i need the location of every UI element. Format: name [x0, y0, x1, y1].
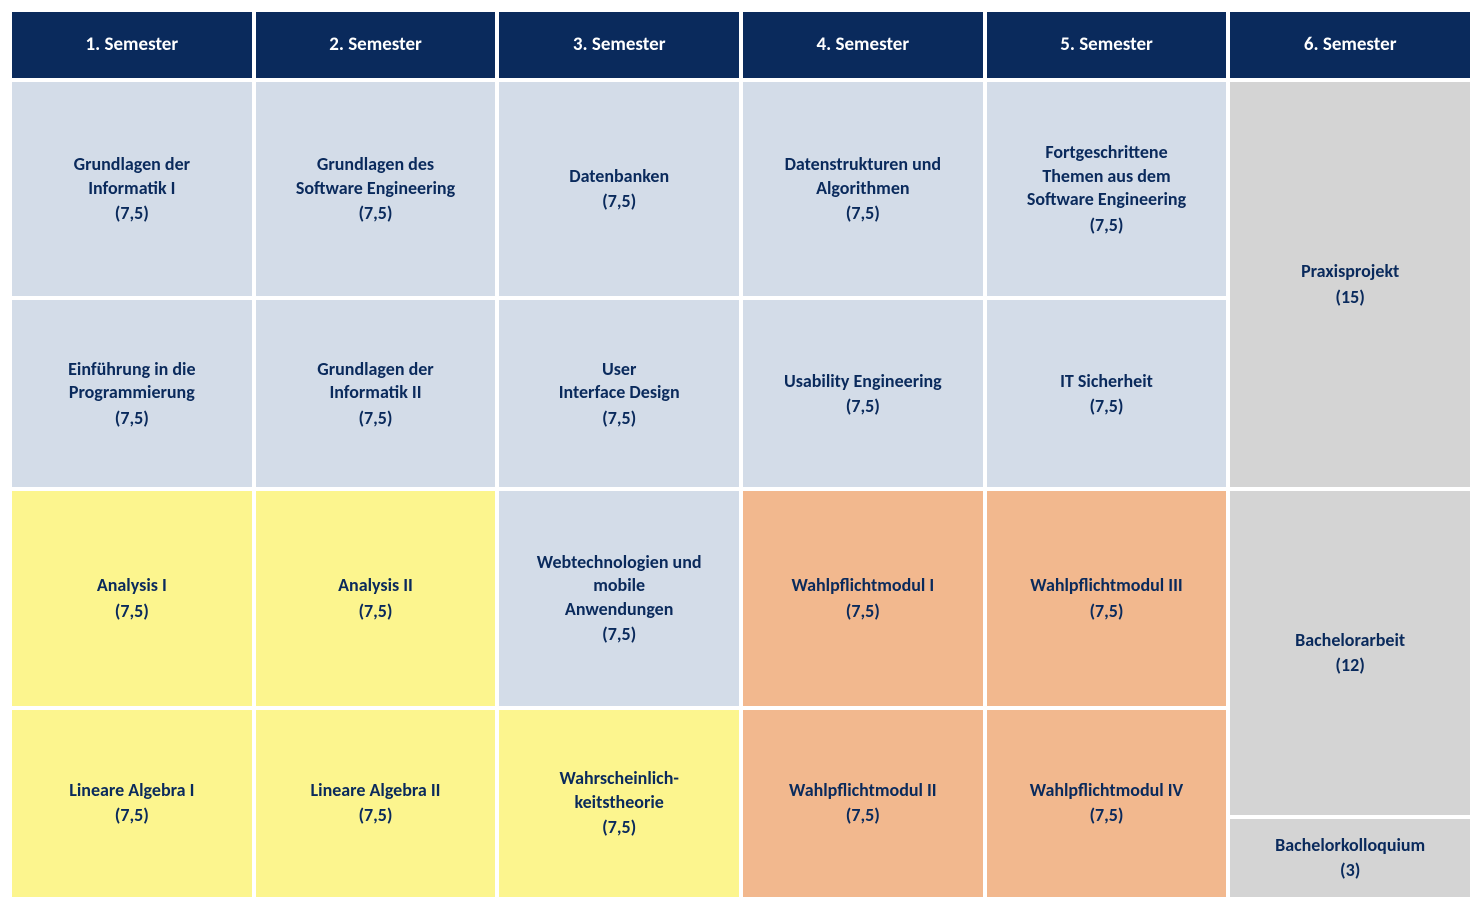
- module-title: Wahlpflichtmodul III: [1030, 574, 1182, 597]
- module-title: Praxisprojekt: [1301, 260, 1399, 283]
- semester-header-1: 1. Semester: [12, 12, 252, 78]
- module-s5-r2: IT Sicherheit(7,5): [987, 300, 1227, 487]
- semester-header-label: 2. Semester: [329, 33, 422, 58]
- module-s2-r2: Grundlagen der Informatik II(7,5): [256, 300, 496, 487]
- module-title: User Interface Design: [559, 358, 680, 405]
- module-credits: (7,5): [602, 190, 636, 213]
- module-credits: (7,5): [602, 407, 636, 430]
- module-credits: (7,5): [1089, 600, 1123, 623]
- module-credits: (7,5): [115, 600, 149, 623]
- semester-header-4: 4. Semester: [743, 12, 983, 78]
- module-s1-r2: Einführung in die Programmierung(7,5): [12, 300, 252, 487]
- module-credits: (7,5): [602, 623, 636, 646]
- module-s3-r1: Datenbanken(7,5): [499, 82, 739, 296]
- module-credits: (3): [1340, 859, 1360, 882]
- module-credits: (7,5): [358, 600, 392, 623]
- module-s6-2: Bachelorarbeit(12): [1230, 491, 1470, 815]
- semester-header-label: 4. Semester: [817, 33, 910, 58]
- module-credits: (7,5): [1089, 804, 1123, 827]
- module-title: Einführung in die Programmierung: [68, 358, 195, 405]
- module-credits: (15): [1335, 286, 1364, 309]
- module-s3-r3: Webtechnologien und mobile Anwendungen(7…: [499, 491, 739, 705]
- module-title: Wahlpflichtmodul II: [789, 779, 937, 802]
- module-s1-r1: Grundlagen der Informatik I(7,5): [12, 82, 252, 296]
- module-s4-r4: Wahlpflichtmodul II(7,5): [743, 710, 983, 897]
- module-title: Analysis II: [338, 574, 413, 597]
- module-credits: (12): [1335, 654, 1364, 677]
- module-credits: (7,5): [602, 816, 636, 839]
- semester-header-2: 2. Semester: [256, 12, 496, 78]
- module-s2-r4: Lineare Algebra II(7,5): [256, 710, 496, 897]
- module-title: Wahlpflichtmodul IV: [1030, 779, 1183, 802]
- module-credits: (7,5): [846, 600, 880, 623]
- module-title: Grundlagen des Software Engineering: [296, 153, 455, 200]
- module-credits: (7,5): [358, 202, 392, 225]
- module-credits: (7,5): [115, 407, 149, 430]
- module-s6-1: Praxisprojekt (15): [1230, 82, 1470, 487]
- module-credits: (7,5): [115, 804, 149, 827]
- semester-header-label: 3. Semester: [573, 33, 666, 58]
- module-title: Wahlpflichtmodul I: [791, 574, 934, 597]
- semester-header-label: 6. Semester: [1304, 33, 1397, 58]
- module-title: Analysis I: [97, 574, 167, 597]
- module-title: Bachelorarbeit: [1295, 629, 1405, 652]
- module-title: Lineare Algebra II: [311, 779, 441, 802]
- module-title: Fortgeschrittene Themen aus dem Software…: [1027, 141, 1186, 211]
- semester-header-label: 5. Semester: [1060, 33, 1153, 58]
- module-credits: (7,5): [846, 804, 880, 827]
- module-s5-r4: Wahlpflichtmodul IV(7,5): [987, 710, 1227, 897]
- module-title: Bachelorkolloquium: [1275, 834, 1425, 857]
- module-credits: (7,5): [1089, 214, 1123, 237]
- module-s5-r3: Wahlpflichtmodul III (7,5): [987, 491, 1227, 705]
- module-credits: (7,5): [115, 202, 149, 225]
- module-title: Usability Engineering: [784, 370, 942, 393]
- module-credits: (7,5): [358, 407, 392, 430]
- semester-header-label: 1. Semester: [86, 33, 179, 58]
- module-s1-r4: Lineare Algebra I(7,5): [12, 710, 252, 897]
- module-s5-r1: Fortgeschrittene Themen aus dem Software…: [987, 82, 1227, 296]
- module-credits: (7,5): [1089, 395, 1123, 418]
- module-credits: (7,5): [358, 804, 392, 827]
- module-s1-r3: Analysis I (7,5): [12, 491, 252, 705]
- module-s4-r3: Wahlpflichtmodul I (7,5): [743, 491, 983, 705]
- module-title: Grundlagen der Informatik II: [317, 358, 433, 405]
- module-credits: (7,5): [846, 395, 880, 418]
- semester-header-3: 3. Semester: [499, 12, 739, 78]
- module-title: Lineare Algebra I: [69, 779, 194, 802]
- module-s2-r3: Analysis II (7,5): [256, 491, 496, 705]
- module-s6-3: Bachelorkolloquium(3): [1230, 819, 1470, 897]
- module-title: Grundlagen der Informatik I: [74, 153, 190, 200]
- module-s2-r1: Grundlagen des Software Engineering(7,5): [256, 82, 496, 296]
- module-title: Datenbanken: [569, 165, 669, 188]
- module-title: IT Sicherheit: [1060, 370, 1153, 393]
- module-s3-r2: User Interface Design(7,5): [499, 300, 739, 487]
- module-s3-r4: Wahrscheinlich- keitstheorie(7,5): [499, 710, 739, 897]
- module-s4-r2: Usability Engineering(7,5): [743, 300, 983, 487]
- module-title: Datenstrukturen und Algorithmen: [785, 153, 942, 200]
- module-credits: (7,5): [846, 202, 880, 225]
- semester-header-5: 5. Semester: [987, 12, 1227, 78]
- module-s4-r1: Datenstrukturen und Algorithmen(7,5): [743, 82, 983, 296]
- module-title: Wahrscheinlich- keitstheorie: [559, 767, 678, 814]
- module-title: Webtechnologien und mobile Anwendungen: [537, 551, 702, 621]
- curriculum-grid: 1. Semester 2. Semester 3. Semester 4. Seme…: [12, 12, 1470, 897]
- semester-header-6: 6. Semester: [1230, 12, 1470, 78]
